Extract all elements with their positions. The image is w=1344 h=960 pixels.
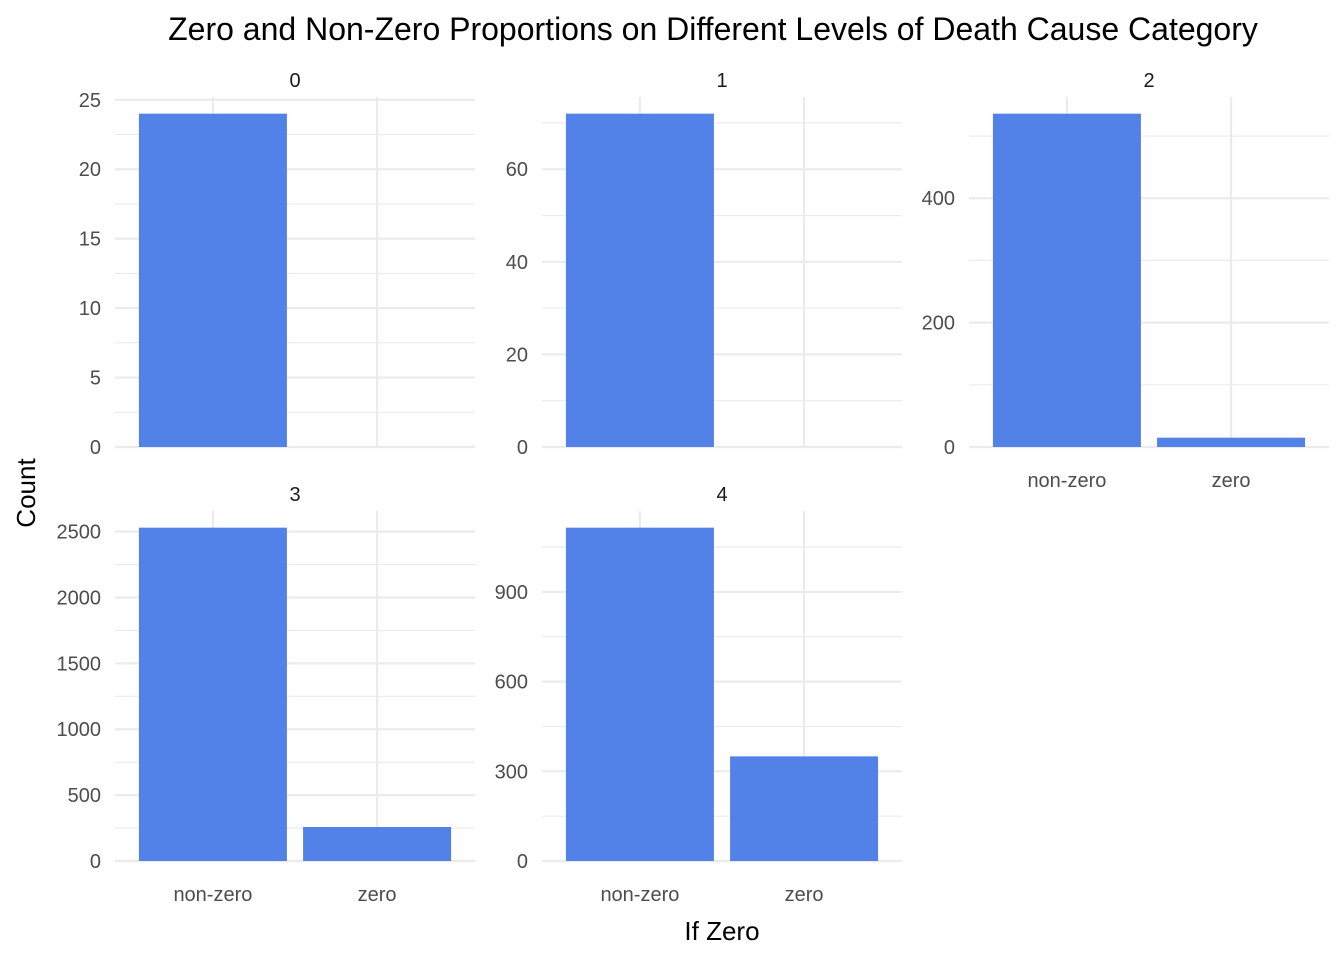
bar-non-zero: [138, 113, 287, 448]
y-tick-label: 25: [79, 90, 101, 112]
facet-strip-label: 1: [716, 70, 727, 92]
x-axis-title: If Zero: [684, 916, 759, 946]
bar-zero: [303, 827, 452, 861]
facet-strip-label: 4: [716, 484, 727, 506]
y-tick-label: 600: [495, 672, 528, 694]
y-tick-label: 0: [90, 851, 101, 873]
bar-non-zero: [565, 113, 714, 448]
bar-non-zero: [138, 527, 287, 861]
y-tick-label: 1500: [57, 653, 102, 675]
y-tick-label: 1000: [57, 719, 102, 741]
y-tick-label: 2000: [57, 587, 102, 609]
facet-panel-2: 0 200 400 non-zero zero 2: [922, 70, 1329, 492]
x-tick-label: zero: [785, 884, 824, 906]
y-tick-label: 40: [506, 252, 528, 274]
facet-panel-1: 0 20 40 60 1: [506, 70, 902, 459]
y-tick-label: 400: [922, 188, 955, 210]
x-tick-label: zero: [358, 884, 397, 906]
y-tick-label: 500: [68, 785, 101, 807]
bar-non-zero: [565, 527, 714, 861]
y-tick-label: 0: [944, 437, 955, 459]
bar-zero: [730, 756, 879, 861]
y-axis-title: Count: [11, 458, 41, 528]
y-tick-label: 10: [79, 298, 101, 320]
y-tick-label: 5: [90, 368, 101, 390]
y-tick-label: 200: [922, 313, 955, 335]
facet-strip-label: 3: [289, 484, 300, 506]
facet-panel-0: 0 5 10 15 20 25 0: [79, 70, 475, 459]
y-tick-label: 0: [90, 437, 101, 459]
y-tick-label: 0: [517, 851, 528, 873]
y-tick-label: 20: [506, 344, 528, 366]
y-tick-label: 15: [79, 229, 101, 251]
y-tick-label: 900: [495, 582, 528, 604]
x-tick-label: non-zero: [1027, 470, 1106, 492]
facet-strip-label: 0: [289, 70, 300, 92]
x-tick-label: non-zero: [173, 884, 252, 906]
x-tick-label: zero: [1212, 470, 1251, 492]
y-tick-label: 20: [79, 159, 101, 181]
y-tick-label: 0: [517, 437, 528, 459]
chart-title: Zero and Non-Zero Proportions on Differe…: [168, 11, 1258, 47]
bar-zero: [1157, 437, 1306, 447]
facet-strip-label: 2: [1143, 70, 1154, 92]
y-tick-label: 300: [495, 761, 528, 783]
bar-non-zero: [992, 113, 1141, 448]
x-tick-label: non-zero: [600, 884, 679, 906]
y-tick-label: 60: [506, 159, 528, 181]
y-tick-label: 2500: [57, 522, 102, 544]
facet-panel-4: 0 300 600 900 non-zero zero 4: [495, 484, 902, 906]
facet-panel-3: 0 500 1000 1500 2000 2500 non-zero zero 3: [57, 484, 475, 906]
